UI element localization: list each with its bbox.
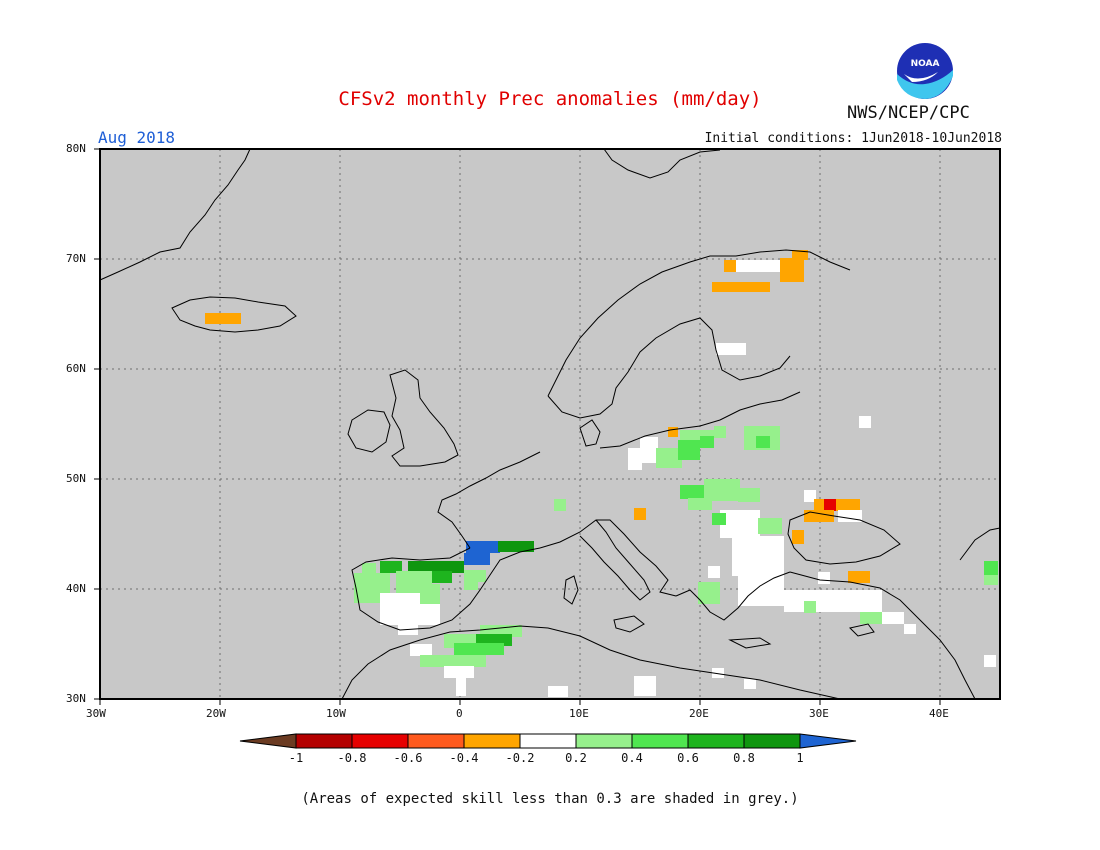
legend-tick: 0.2 bbox=[565, 751, 587, 765]
lat-label: 50N bbox=[66, 472, 86, 485]
forecast-month: Aug 2018 bbox=[98, 128, 176, 147]
lon-label: 0 bbox=[456, 707, 463, 720]
color-legend: -1 -0.8 -0.6 -0.4 -0.2 0.2 0.4 0.6 0.8 1 bbox=[239, 733, 857, 765]
lon-label: 30E bbox=[809, 707, 829, 720]
lat-label: 30N bbox=[66, 692, 86, 705]
legend-tick: 1 bbox=[796, 751, 803, 765]
legend-tick: -0.6 bbox=[394, 751, 423, 765]
map-gridlines bbox=[100, 149, 1000, 699]
lat-label: 40N bbox=[66, 582, 86, 595]
legend-tick: 0.8 bbox=[733, 751, 755, 765]
legend-tick: 0.6 bbox=[677, 751, 699, 765]
lat-label: 70N bbox=[66, 252, 86, 265]
page-title: CFSv2 monthly Prec anomalies (mm/day) bbox=[0, 88, 1100, 110]
legend-arrow-low bbox=[239, 733, 297, 749]
lat-label: 60N bbox=[66, 362, 86, 375]
noaa-logo: NOAA bbox=[895, 41, 955, 101]
lon-label: 10E bbox=[569, 707, 589, 720]
tick-marks bbox=[94, 148, 941, 705]
anomaly-cells bbox=[205, 250, 998, 697]
lon-label: 20W bbox=[206, 707, 226, 720]
agency-label: NWS/NCEP/CPC bbox=[847, 103, 970, 123]
title-text: CFSv2 monthly Prec anomalies (mm/day) bbox=[338, 88, 762, 110]
legend-arrow-high bbox=[799, 733, 857, 749]
legend-tick: -0.4 bbox=[450, 751, 479, 765]
map-frame bbox=[99, 148, 1001, 700]
logo-text: NOAA bbox=[911, 59, 940, 69]
legend-tick: -0.2 bbox=[506, 751, 535, 765]
lat-label: 80N bbox=[66, 142, 86, 155]
lon-label: 30W bbox=[86, 707, 106, 720]
lon-label: 10W bbox=[326, 707, 346, 720]
coastlines bbox=[99, 148, 1001, 700]
initial-conditions: Initial conditions: 1Jun2018-10Jun2018 bbox=[704, 131, 1002, 146]
legend-tick: 0.4 bbox=[621, 751, 643, 765]
lon-label: 40E bbox=[929, 707, 949, 720]
lon-label: 20E bbox=[689, 707, 709, 720]
legend-tick: -0.8 bbox=[338, 751, 367, 765]
legend-tick: -1 bbox=[289, 751, 303, 765]
footnote: (Areas of expected skill less than 0.3 a… bbox=[301, 791, 799, 807]
